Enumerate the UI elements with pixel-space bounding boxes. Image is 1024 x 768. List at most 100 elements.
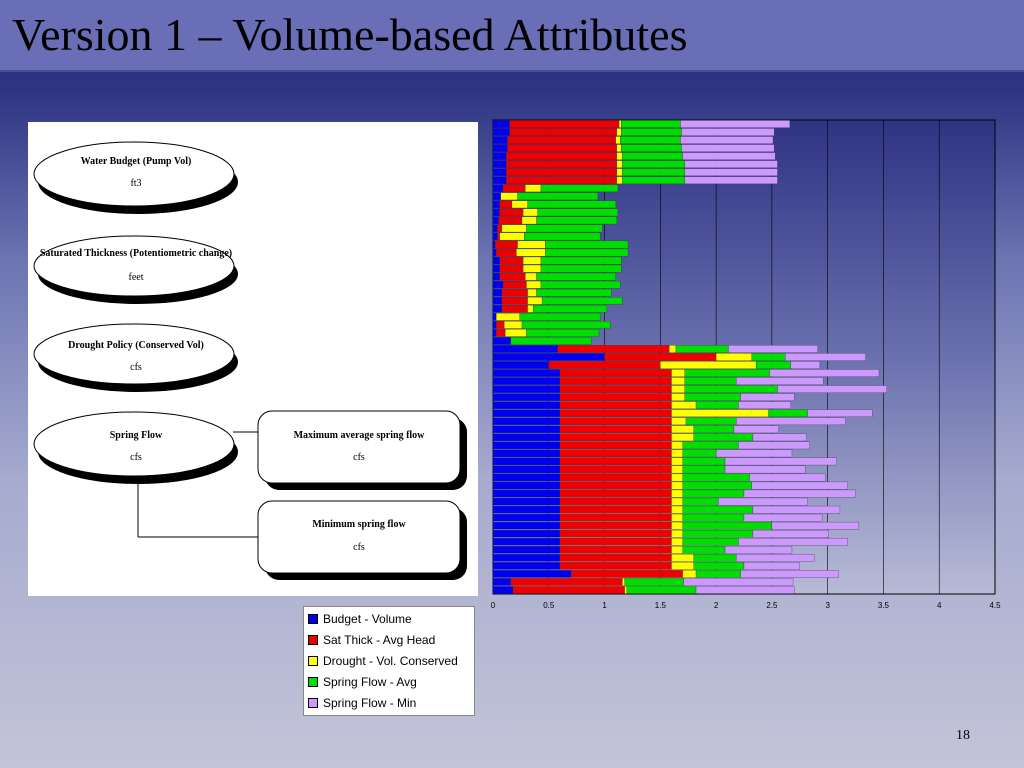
bar-segment xyxy=(492,321,497,329)
title-bar: Version 1 – Volume-based Attributes xyxy=(0,0,1024,72)
bar-segment xyxy=(540,184,619,193)
bar-segment xyxy=(492,586,514,594)
bar-segment xyxy=(492,160,507,168)
chart-canvas: 0 0.5 1 1.5 2 2.5 3 3.5 4 4.5 xyxy=(491,119,1001,610)
node-unit: cfs xyxy=(353,542,365,553)
bar-segment xyxy=(499,200,513,209)
bar-segment xyxy=(768,409,808,418)
bar-segment xyxy=(682,497,719,506)
bar-segment xyxy=(492,353,605,361)
bar-segment xyxy=(509,128,617,136)
bar-segment xyxy=(492,473,561,482)
bar-segment xyxy=(682,481,752,490)
bar-segment xyxy=(681,144,775,152)
stacked-bar-chart: 0 0.5 1 1.5 2 2.5 3 3.5 4 4.5 xyxy=(486,116,1002,616)
bar-segment xyxy=(718,497,808,506)
bar-segment xyxy=(671,489,683,498)
bar-segment xyxy=(536,288,612,297)
bar-segment xyxy=(492,329,497,337)
x-tick-label: 4 xyxy=(937,601,942,610)
bar-segment xyxy=(492,272,500,281)
bar-segment xyxy=(752,505,841,514)
bar-segment xyxy=(525,184,542,193)
node-min-spring-flow: Minimum spring flow cfs xyxy=(257,500,467,580)
bar-segment xyxy=(559,425,672,434)
legend-label: Sat Thick - Avg Head xyxy=(323,633,436,647)
bar-segment xyxy=(492,570,572,578)
bar-segment xyxy=(510,337,592,345)
bar-segment xyxy=(504,321,523,329)
bar-segment xyxy=(559,554,672,562)
bar-segment xyxy=(724,457,837,466)
bar-segment xyxy=(548,361,661,369)
bar-segment xyxy=(492,152,507,160)
bar-segment xyxy=(536,272,616,281)
bar-segment xyxy=(499,232,525,241)
x-tick-label: 2 xyxy=(714,601,719,610)
bar-segment xyxy=(769,369,880,377)
bar-segment xyxy=(492,232,498,241)
bar-segment xyxy=(620,136,681,144)
bar-segment xyxy=(684,385,778,393)
bar-segment xyxy=(492,361,549,369)
bar-segment xyxy=(559,465,672,474)
bar-segment xyxy=(680,136,774,144)
node-unit: cfs xyxy=(130,452,142,463)
bar-segment xyxy=(671,433,694,442)
bar-segment xyxy=(492,168,507,176)
bar-segment xyxy=(671,529,683,538)
bar-segment xyxy=(756,361,792,369)
bar-segment xyxy=(733,425,779,434)
bar-segment xyxy=(492,313,497,321)
bar-segment xyxy=(521,321,611,329)
bar-segment xyxy=(693,554,737,562)
bar-segment xyxy=(506,152,617,160)
bar-segment xyxy=(682,473,750,482)
legend-label: Budget - Volume xyxy=(323,612,412,626)
bar-segment xyxy=(671,497,683,506)
bar-segment xyxy=(559,497,672,506)
bar-segment xyxy=(738,538,848,546)
legend-swatch-sat-thick xyxy=(308,635,318,645)
bar-segment xyxy=(559,369,672,377)
bar-segment xyxy=(671,441,683,450)
bar-segment xyxy=(736,377,824,385)
bar-segment xyxy=(559,393,672,401)
bar-segment xyxy=(512,586,625,594)
bar-segment xyxy=(492,337,511,345)
bar-segment xyxy=(506,160,617,168)
bar-segment xyxy=(526,224,603,233)
legend-label: Spring Flow - Min xyxy=(323,696,417,710)
bar-segment xyxy=(693,433,754,442)
bar-segment xyxy=(671,481,683,490)
bar-segment xyxy=(495,240,518,249)
bar-segment xyxy=(540,264,622,273)
bar-segment xyxy=(527,288,537,297)
bar-segment xyxy=(671,401,697,409)
bar-segment xyxy=(492,497,561,506)
bar-segment xyxy=(492,200,500,209)
bar-segment xyxy=(492,546,561,554)
legend-item: Budget - Volume xyxy=(308,610,412,628)
bar-segment xyxy=(496,321,505,329)
bar-segment xyxy=(682,538,739,546)
bar-segment xyxy=(516,248,546,257)
bar-segment xyxy=(675,345,729,353)
bar-segment xyxy=(541,296,623,305)
bar-segment xyxy=(492,280,504,289)
bar-segment xyxy=(492,345,558,353)
bar-segment xyxy=(695,401,739,409)
bar-segment xyxy=(540,256,622,265)
x-tick-label: 1 xyxy=(602,601,607,610)
bar-segment xyxy=(492,216,499,225)
bar-segment xyxy=(622,176,686,185)
bar-segment xyxy=(559,538,672,546)
bar-segment xyxy=(497,224,503,233)
node-unit: cfs xyxy=(130,362,142,373)
bar-segment xyxy=(715,449,793,458)
bar-segment xyxy=(492,433,561,442)
bar-segment xyxy=(540,280,621,289)
bar-segment xyxy=(492,248,497,257)
bar-segment xyxy=(492,457,561,466)
bar-segment xyxy=(501,224,527,233)
